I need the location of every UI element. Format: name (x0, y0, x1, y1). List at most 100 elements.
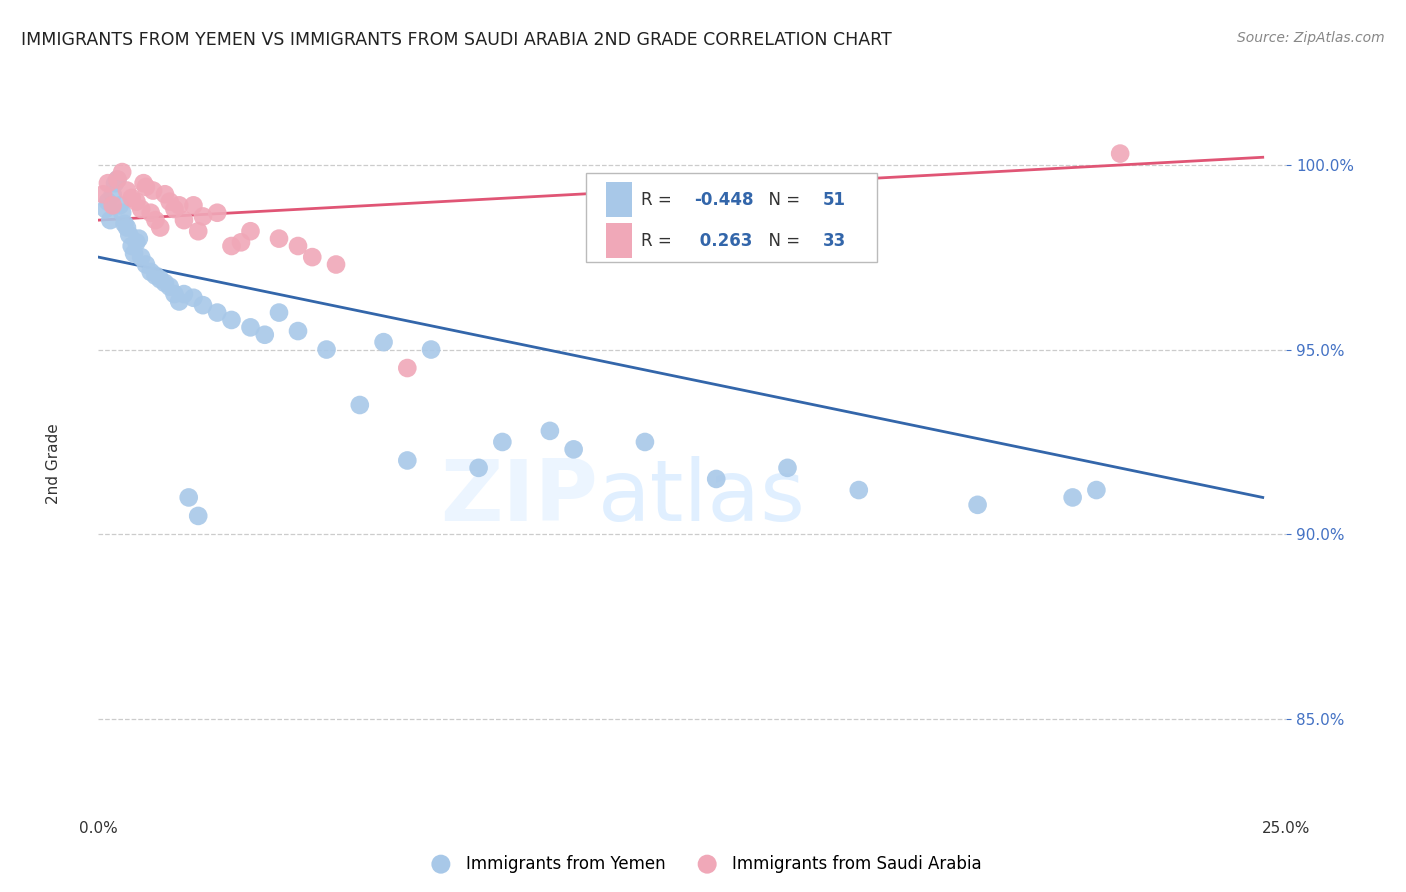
Point (145, 268, 167, 283)
Point (287, 239, 309, 253)
Point (491, 434, 513, 449)
Point (107, 172, 129, 186)
Point (267, 305, 290, 319)
Point (114, 217, 136, 231)
Point (267, 232, 290, 246)
Point (420, 343, 443, 357)
Point (159, 194, 181, 209)
Point (221, 313, 243, 327)
Point (221, 239, 243, 253)
Point (128, 232, 150, 246)
Point (1109, 146, 1132, 161)
Point (704, 472, 727, 486)
Point (139, 205, 162, 219)
Text: 2nd Grade: 2nd Grade (46, 424, 60, 504)
Text: atlas: atlas (598, 456, 806, 540)
Bar (606, 224, 631, 258)
Point (111, 165, 134, 179)
Point (467, 461, 489, 475)
Point (191, 298, 214, 312)
Point (373, 335, 395, 350)
Point (562, 442, 585, 457)
Point (153, 276, 176, 290)
Point (139, 265, 162, 279)
Point (122, 246, 145, 260)
Point (349, 398, 371, 412)
Point (167, 198, 190, 212)
Point (163, 287, 186, 301)
Point (91, 187, 114, 202)
Text: 51: 51 (823, 191, 846, 209)
Point (315, 343, 337, 357)
Text: Source: ZipAtlas.com: Source: ZipAtlas.com (1237, 31, 1385, 45)
Point (396, 453, 419, 467)
Point (132, 176, 155, 190)
Point (98, 213, 121, 227)
Point (94, 202, 117, 216)
Bar (606, 183, 631, 217)
Point (107, 172, 129, 186)
Legend: Immigrants from Yemen, Immigrants from Saudi Arabia: Immigrants from Yemen, Immigrants from S… (418, 848, 988, 880)
Point (205, 305, 228, 319)
Point (149, 272, 172, 286)
Point (167, 294, 190, 309)
Point (1085, 483, 1108, 497)
Point (142, 184, 165, 198)
Point (159, 279, 181, 293)
Point (253, 327, 276, 342)
Point (135, 258, 157, 272)
Point (121, 191, 143, 205)
Text: IMMIGRANTS FROM YEMEN VS IMMIGRANTS FROM SAUDI ARABIA 2ND GRADE CORRELATION CHAR: IMMIGRANTS FROM YEMEN VS IMMIGRANTS FROM… (21, 31, 891, 49)
Point (187, 224, 209, 238)
Point (153, 187, 176, 202)
Text: R =: R = (641, 232, 678, 250)
Point (287, 324, 309, 338)
Point (173, 213, 195, 227)
Point (101, 198, 124, 212)
Text: R =: R = (641, 191, 678, 209)
Point (239, 224, 262, 238)
Point (325, 258, 347, 272)
Point (101, 187, 124, 202)
Point (125, 194, 148, 209)
Point (145, 213, 167, 227)
Point (776, 461, 799, 475)
Point (97, 194, 120, 209)
Point (118, 227, 141, 242)
Point (187, 508, 209, 523)
Point (396, 361, 419, 376)
Point (1062, 491, 1084, 505)
Point (966, 498, 988, 512)
Point (135, 179, 157, 194)
Text: 33: 33 (823, 232, 846, 250)
Point (111, 205, 134, 219)
Point (149, 220, 172, 235)
Point (115, 220, 138, 235)
Point (173, 287, 195, 301)
Point (121, 239, 143, 253)
Point (205, 205, 228, 219)
Point (129, 250, 152, 264)
Point (97, 176, 120, 190)
Point (115, 184, 138, 198)
FancyBboxPatch shape (585, 173, 876, 262)
Point (191, 210, 214, 224)
Point (183, 291, 205, 305)
Point (125, 235, 148, 250)
Point (229, 235, 252, 250)
Text: -0.448: -0.448 (693, 191, 754, 209)
Point (634, 434, 657, 449)
Point (108, 198, 131, 212)
Point (104, 176, 127, 190)
Text: ZIP: ZIP (440, 456, 598, 540)
Point (177, 491, 200, 505)
Point (538, 424, 561, 438)
Point (239, 320, 262, 334)
Text: N =: N = (758, 191, 806, 209)
Text: 0.263: 0.263 (693, 232, 752, 250)
Point (183, 198, 205, 212)
Point (848, 483, 870, 497)
Point (301, 250, 323, 264)
Text: N =: N = (758, 232, 806, 250)
Point (163, 202, 186, 216)
